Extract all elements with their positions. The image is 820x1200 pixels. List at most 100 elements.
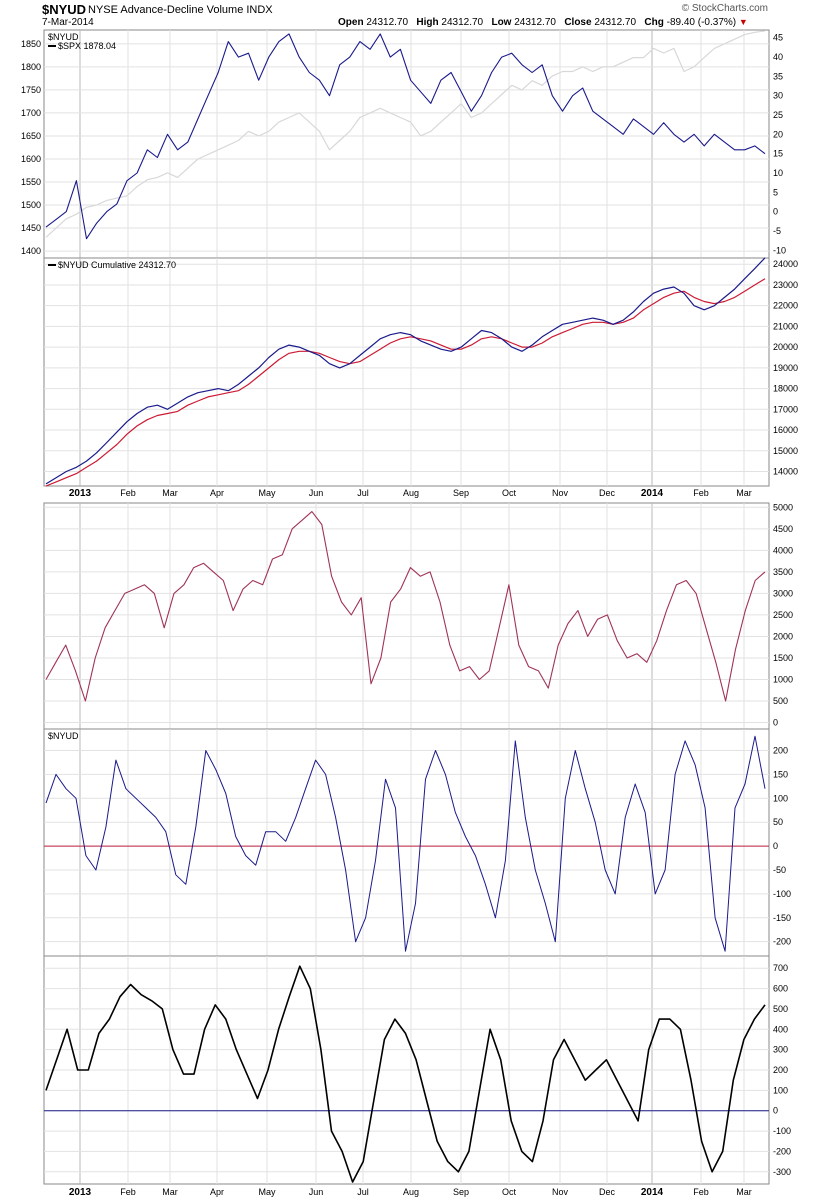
y-tick-label: 1650 xyxy=(21,131,41,141)
y-tick-label: 0 xyxy=(773,841,778,851)
panel-frame-oscillator-1 xyxy=(43,502,770,730)
x-tick-label: Feb xyxy=(120,1187,136,1197)
y-tick-label: 3500 xyxy=(773,567,793,577)
y-tick-label: -300 xyxy=(773,1167,791,1177)
y-tick-label: 21000 xyxy=(773,321,798,331)
series-line-cumulative xyxy=(45,257,766,485)
y-tick-label: 1500 xyxy=(773,653,793,663)
series-line-spx xyxy=(45,30,766,238)
y-tick-label: 100 xyxy=(773,1085,788,1095)
legend-label-nyud: $NYUD xyxy=(48,32,79,42)
x-tick-label: Nov xyxy=(552,1187,569,1197)
y-tick-label: -10 xyxy=(773,245,786,255)
y-tick-label: 23000 xyxy=(773,280,798,290)
y-tick-label: -100 xyxy=(773,1126,791,1136)
x-tick-label: Nov xyxy=(552,488,569,498)
x-tick-label: Aug xyxy=(403,488,419,498)
y-tick-label: 400 xyxy=(773,1024,788,1034)
x-tick-label: May xyxy=(258,1187,276,1197)
y-tick-label: -100 xyxy=(773,889,791,899)
x-tick-label: Sep xyxy=(453,1187,469,1197)
y-tick-label: 0 xyxy=(773,1106,778,1116)
ohlc-readout: Open 24312.70 High 24312.70 Low 24312.70… xyxy=(338,17,748,28)
x-tick-label: May xyxy=(258,488,276,498)
y-tick-label: 15000 xyxy=(773,446,798,456)
y-tick-label: 500 xyxy=(773,696,788,706)
series-line-moving-average xyxy=(45,278,766,487)
y-tick-label: 1550 xyxy=(21,177,41,187)
y-tick-label: 600 xyxy=(773,984,788,994)
x-tick-label: Mar xyxy=(736,488,752,498)
symbol-description: NYSE Advance-Decline Volume INDX xyxy=(88,4,273,16)
y-tick-label: -200 xyxy=(773,1146,791,1156)
x-tick-label: Jun xyxy=(309,1187,324,1197)
series-line-oscillator-2 xyxy=(45,735,766,952)
y-tick-label: 40 xyxy=(773,52,783,62)
y-tick-label: 22000 xyxy=(773,301,798,311)
y-tick-label: 1400 xyxy=(21,246,41,256)
x-tick-label: Dec xyxy=(599,1187,616,1197)
chart-date: 7-Mar-2014 xyxy=(42,17,94,28)
x-tick-label: Mar xyxy=(162,488,178,498)
y-tick-label: 300 xyxy=(773,1045,788,1055)
y-tick-label: 50 xyxy=(773,817,783,827)
x-tick-label: Feb xyxy=(693,488,709,498)
y-tick-label: 100 xyxy=(773,793,788,803)
legend-label-oscillator-2: $NYUD xyxy=(48,731,79,741)
y-tick-label: 1700 xyxy=(21,108,41,118)
x-tick-label: Apr xyxy=(210,1187,224,1197)
y-tick-label: 30 xyxy=(773,91,783,101)
y-tick-label: -200 xyxy=(773,937,791,947)
y-tick-label: 20 xyxy=(773,129,783,139)
x-tick-label: Mar xyxy=(162,1187,178,1197)
y-tick-label: 2000 xyxy=(773,631,793,641)
x-tick-label: Oct xyxy=(502,1187,517,1197)
y-tick-label: 1750 xyxy=(21,85,41,95)
series-line-oscillator-1 xyxy=(45,511,766,702)
x-tick-label: Mar xyxy=(736,1187,752,1197)
y-tick-label: 1000 xyxy=(773,674,793,684)
x-tick-label: Oct xyxy=(502,488,517,498)
y-tick-label: 45 xyxy=(773,33,783,43)
source-credit[interactable]: © StockCharts.com xyxy=(681,3,768,14)
x-tick-label: Feb xyxy=(693,1187,709,1197)
y-tick-label: 4000 xyxy=(773,545,793,555)
y-tick-label: -5 xyxy=(773,226,781,236)
x-tick-label: 2014 xyxy=(641,488,664,499)
y-tick-label: 1500 xyxy=(21,200,41,210)
x-tick-label: 2013 xyxy=(69,1187,92,1198)
x-tick-label: Jul xyxy=(357,1187,369,1197)
y-tick-label: 200 xyxy=(773,746,788,756)
y-tick-label: -150 xyxy=(773,913,791,923)
y-tick-label: 18000 xyxy=(773,384,798,394)
y-tick-label: 19000 xyxy=(773,363,798,373)
y-tick-label: 20000 xyxy=(773,342,798,352)
x-tick-label: 2014 xyxy=(641,1187,664,1198)
series-line-nyud xyxy=(45,33,766,240)
panel-frame-oscillator-2 xyxy=(43,728,770,957)
y-tick-label: 0 xyxy=(773,207,778,217)
x-tick-label: 2013 xyxy=(69,488,92,499)
y-tick-label: 25 xyxy=(773,110,783,120)
y-tick-label: 1600 xyxy=(21,154,41,164)
y-tick-label: 150 xyxy=(773,769,788,779)
y-tick-label: 500 xyxy=(773,1004,788,1014)
y-tick-label: 700 xyxy=(773,963,788,973)
y-tick-label: 35 xyxy=(773,71,783,81)
legend-label-cumulative: $NYUD Cumulative 24312.70 xyxy=(58,260,176,270)
x-tick-label: Sep xyxy=(453,488,469,498)
y-tick-label: -50 xyxy=(773,865,786,875)
y-tick-label: 200 xyxy=(773,1065,788,1075)
x-tick-label: Dec xyxy=(599,488,616,498)
y-tick-label: 16000 xyxy=(773,425,798,435)
y-tick-label: 24000 xyxy=(773,259,798,269)
x-tick-label: Jun xyxy=(309,488,324,498)
y-tick-label: 1850 xyxy=(21,39,41,49)
y-tick-label: 0 xyxy=(773,718,778,728)
x-tick-label: Feb xyxy=(120,488,136,498)
panel-frame-price xyxy=(43,29,770,259)
y-tick-label: 1800 xyxy=(21,62,41,72)
panel-frame-cumulative xyxy=(43,257,770,487)
symbol: $NYUD xyxy=(42,2,87,17)
